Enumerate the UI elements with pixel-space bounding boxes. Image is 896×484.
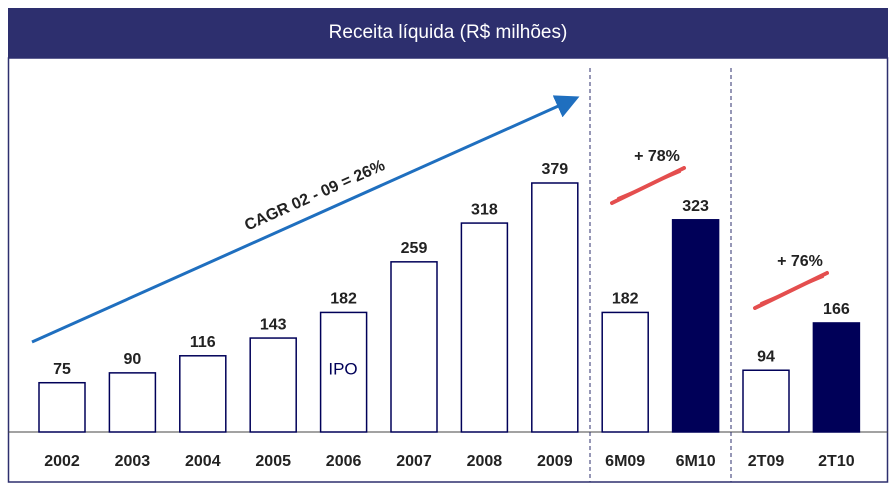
trend-arrow [31, 95, 580, 344]
x-tick-label: 2T09 [748, 453, 785, 470]
value-label: 182 [612, 291, 639, 308]
chart-title: Receita líquida (R$ milhões) [329, 22, 568, 43]
frame [7, 57, 889, 483]
x-tick-label: 2004 [185, 453, 221, 470]
title-bar [8, 8, 888, 58]
highlight-streak [610, 166, 829, 310]
bar [390, 261, 438, 433]
value-label: 75 [53, 361, 71, 378]
bar [460, 222, 509, 433]
x-tick-label: 2T10 [818, 453, 855, 470]
cagr-label: CAGR 02 - 09 = 26% [242, 157, 387, 234]
x-tick-label: 6M09 [605, 453, 645, 470]
x-tick-label: 2009 [537, 453, 573, 470]
value-label: 94 [757, 348, 775, 365]
value-label: 182 [330, 291, 357, 308]
growth-label: + 76% [777, 253, 823, 270]
ipo-label: IPO [328, 359, 357, 378]
bar [812, 322, 861, 433]
value-label: 143 [260, 316, 287, 333]
bar [179, 355, 227, 433]
value-label: 90 [124, 351, 142, 368]
x-tick-label: 2005 [255, 453, 291, 470]
value-label: 323 [682, 198, 709, 215]
bar [671, 219, 720, 433]
value-label: 166 [823, 301, 850, 318]
x-tick-label: 2006 [326, 453, 362, 470]
x-tick-label: 2003 [115, 453, 151, 470]
growth-label: + 78% [634, 148, 680, 165]
bar [249, 337, 297, 433]
bar [38, 381, 86, 433]
x-tick-label: 2002 [44, 453, 80, 470]
bar [742, 369, 790, 433]
value-label: 116 [190, 334, 216, 351]
bar [531, 182, 579, 433]
x-tick-label: 2007 [396, 453, 432, 470]
x-tick-label: 2008 [467, 453, 503, 470]
value-label: 318 [471, 201, 498, 218]
bar [319, 311, 368, 433]
value-label: 259 [401, 240, 428, 257]
x-tick-label: 6M10 [676, 453, 716, 470]
bar [108, 372, 157, 433]
value-label: 379 [541, 161, 568, 178]
bar [601, 311, 649, 433]
